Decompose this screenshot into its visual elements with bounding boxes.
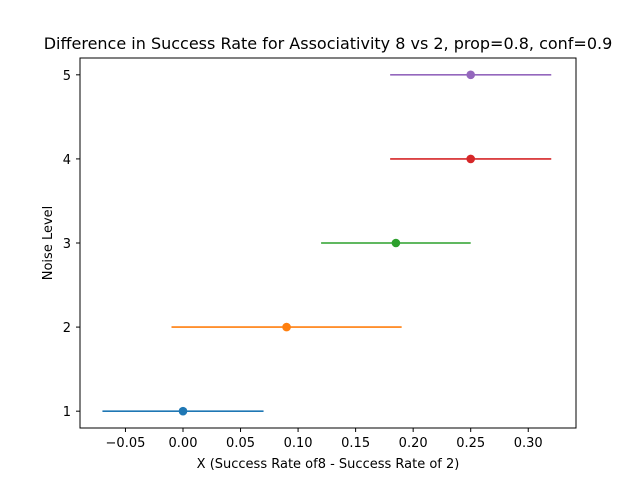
x-tick-label: 0.20	[399, 436, 428, 451]
point-3	[391, 238, 401, 248]
y-tick-label: 4	[63, 153, 71, 168]
y-tick-label: 5	[63, 69, 71, 84]
point-2	[282, 322, 291, 332]
chart-title: Difference in Success Rate for Associati…	[44, 34, 613, 53]
y-axis-label: Noise Level	[41, 206, 56, 281]
y-tick-label: 2	[63, 321, 71, 336]
point-5	[466, 70, 476, 80]
x-axis: −0.05 0.00 0.05 0.10 0.15 0.20 0.25 0.30	[106, 428, 543, 451]
y-tick-label: 1	[63, 405, 71, 420]
x-tick-label: 0.05	[226, 436, 255, 451]
x-tick-label: 0.00	[169, 436, 198, 451]
point-4	[466, 154, 476, 164]
x-tick-label: 0.25	[456, 436, 485, 451]
x-tick-label: 0.10	[284, 436, 313, 451]
y-tick-label: 3	[63, 237, 71, 252]
x-tick-label: 0.15	[341, 436, 370, 451]
x-axis-label: X (Success Rate of8 - Success Rate of 2)	[197, 457, 460, 472]
y-axis: 1 2 3 4 5	[63, 69, 80, 420]
point-1	[178, 406, 188, 416]
plot-area	[102, 70, 552, 416]
x-tick-label: −0.05	[106, 436, 146, 451]
x-tick-label: 0.30	[514, 436, 543, 451]
